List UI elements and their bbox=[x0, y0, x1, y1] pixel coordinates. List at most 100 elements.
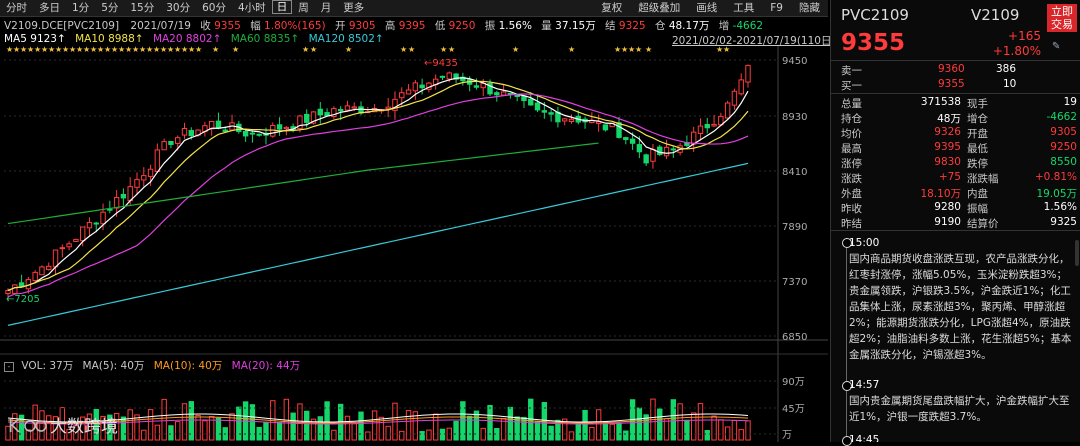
news-item[interactable]: 15:00 国内商品期货收盘涨跌互现，农产品涨跌分化，红枣封涨停，涨幅5.05%… bbox=[849, 237, 1072, 361]
volume-bar bbox=[208, 415, 215, 441]
volume-bar bbox=[93, 408, 99, 441]
volume-bar bbox=[188, 401, 195, 441]
candle-body bbox=[385, 106, 391, 110]
quote-row: 涨停 9830 跌停 8550 bbox=[841, 156, 1077, 170]
candle-body bbox=[473, 85, 480, 88]
volume-bar bbox=[616, 422, 622, 441]
volume-bar bbox=[134, 414, 140, 441]
candle-body bbox=[337, 109, 344, 112]
period-tab-11[interactable]: 更多 bbox=[343, 2, 365, 14]
period-tab-0[interactable]: 分时 bbox=[6, 2, 27, 14]
toolbar-button-5[interactable]: 隐藏 bbox=[799, 2, 820, 14]
period-toolbar: 分时 多日 1分 5分 15分 30分 60分 4小时日周月更多 复权 超级叠加 画线 工具 F9 隐藏 bbox=[0, 0, 828, 17]
candle-body bbox=[276, 124, 283, 130]
volume-bar bbox=[215, 417, 222, 441]
candle-body bbox=[317, 108, 323, 116]
period-tab-7[interactable]: 4小时 bbox=[238, 2, 266, 14]
volume-tick-label: 万 bbox=[782, 430, 792, 441]
star-marker: ★ bbox=[55, 45, 62, 54]
volume-tick-label: 90万 bbox=[782, 377, 805, 388]
period-tab-6[interactable]: 60分 bbox=[202, 2, 226, 14]
ma-legend: MA5 9123↑ MA10 8988↑ MA20 8802↑ MA60 883… bbox=[4, 33, 384, 45]
toolbar-button-0[interactable]: 复权 bbox=[601, 2, 623, 14]
price-tick-label: 8410 bbox=[782, 167, 807, 178]
candle-body bbox=[636, 144, 643, 153]
period-tab-3[interactable]: 5分 bbox=[101, 2, 119, 14]
period-tab-8[interactable]: 日 bbox=[271, 0, 293, 14]
volume-bar bbox=[426, 429, 432, 441]
candle-body bbox=[256, 133, 262, 136]
candle-body bbox=[697, 125, 704, 134]
volume-bar bbox=[684, 419, 690, 441]
timeline-dot bbox=[842, 238, 852, 248]
candle-body bbox=[46, 265, 52, 271]
news-item[interactable]: 14:45 bbox=[849, 434, 880, 442]
star-marker: ★ bbox=[628, 45, 635, 54]
period-tab-4[interactable]: 15分 bbox=[130, 2, 155, 14]
volume-bar bbox=[12, 413, 18, 441]
volume-bar bbox=[399, 430, 405, 441]
volume-bar bbox=[582, 409, 588, 441]
toolbar-button-1[interactable]: 超级叠加 bbox=[638, 2, 681, 14]
volume-bar bbox=[711, 415, 717, 441]
price-change: +165 bbox=[1008, 29, 1041, 43]
star-marker: ★ bbox=[174, 45, 181, 54]
quote-panel: PVC2109 V2109 9355 +165 +1.80% 立即交易 ▾ ✎ … bbox=[830, 0, 1080, 446]
toolbar-button-2[interactable]: 画线 bbox=[696, 2, 718, 14]
volume-bar bbox=[249, 404, 256, 441]
toolbar-button-4[interactable]: F9 bbox=[770, 2, 783, 14]
volume-bar bbox=[66, 428, 72, 441]
star-marker: ★ bbox=[400, 45, 407, 54]
volume-bar bbox=[738, 429, 744, 441]
candle-body bbox=[514, 95, 520, 98]
candle-body bbox=[623, 137, 629, 141]
period-tab-2[interactable]: 1分 bbox=[72, 2, 90, 14]
kline-chart-area[interactable]: V2109.DCE[PVC2109] 2021/07/19 收 9355 幅 1… bbox=[0, 16, 854, 442]
candle-body bbox=[242, 131, 249, 137]
star-marker: ★ bbox=[448, 45, 455, 54]
edit-icon[interactable]: ✎ bbox=[1052, 41, 1061, 52]
quote-row: 涨跌 +75 涨跌幅 +0.81% bbox=[841, 171, 1077, 185]
star-marker: ★ bbox=[34, 45, 41, 54]
volume-bar bbox=[276, 422, 283, 441]
quote-row: 昨收 9280 振幅 1.56% bbox=[841, 201, 1077, 215]
candle-body bbox=[304, 113, 310, 123]
contract-code: V2109 bbox=[971, 6, 1020, 24]
toolbar-button-3[interactable]: 工具 bbox=[733, 2, 755, 14]
star-marker: ★ bbox=[6, 45, 13, 54]
volume-bar bbox=[52, 416, 59, 441]
period-tab-1[interactable]: 多日 bbox=[39, 2, 60, 14]
news-item[interactable]: 14:57 国内贵金属期货尾盘跌幅扩大，沪金跌幅扩大至近1%，沪银一度跌超3.7… bbox=[849, 379, 1070, 423]
star-marker: ★ bbox=[723, 45, 730, 54]
candle-body bbox=[453, 73, 459, 80]
news-scrollbar[interactable] bbox=[1075, 240, 1079, 266]
period-tab-5[interactable]: 30分 bbox=[166, 2, 191, 14]
candle-body bbox=[657, 146, 663, 156]
candle-body bbox=[100, 211, 106, 225]
minus-icon[interactable]: - bbox=[4, 362, 14, 372]
star-marker: ★ bbox=[62, 45, 69, 54]
volume-bar bbox=[365, 431, 371, 441]
volume-bar bbox=[304, 410, 310, 441]
volume-bar bbox=[236, 406, 242, 441]
candle-body bbox=[86, 222, 93, 229]
candle-body bbox=[147, 168, 154, 177]
candle-body bbox=[595, 121, 602, 124]
candle-body bbox=[521, 95, 527, 102]
period-tab-9[interactable]: 周 bbox=[298, 2, 309, 14]
star-marker: ★ bbox=[118, 45, 125, 54]
volume-bar bbox=[568, 431, 575, 441]
symbol-label: V2109.DCE[PVC2109] bbox=[4, 20, 120, 32]
trade-now-button[interactable]: 立即交易 bbox=[1047, 4, 1077, 32]
volume-bar bbox=[460, 401, 466, 441]
candle-body bbox=[59, 247, 66, 250]
volume-bar bbox=[636, 407, 643, 441]
vol-ma20-line bbox=[7, 419, 749, 425]
price-tick-label: 7890 bbox=[782, 222, 807, 233]
volume-bar bbox=[154, 424, 161, 441]
period-tab-10[interactable]: 月 bbox=[320, 2, 332, 14]
star-marker: ★ bbox=[181, 45, 188, 54]
candle-body bbox=[351, 106, 357, 109]
candle-body bbox=[344, 105, 351, 111]
volume-bar bbox=[731, 419, 738, 441]
